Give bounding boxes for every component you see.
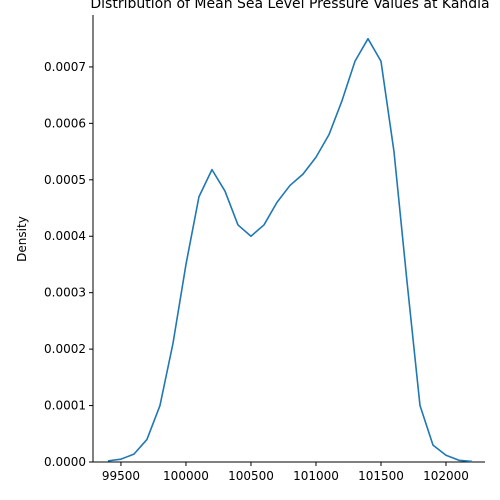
x-tick-label: 102000 <box>423 469 469 483</box>
y-tick-label: 0.0004 <box>44 229 86 243</box>
y-tick-label: 0.0002 <box>44 342 86 356</box>
x-tick-label: 101000 <box>293 469 339 483</box>
x-tick-label: 101500 <box>358 469 404 483</box>
x-tick-label: 100000 <box>163 469 209 483</box>
y-tick-label: 0.0005 <box>44 173 86 187</box>
y-tick-label: 0.0006 <box>44 116 86 130</box>
x-tick-label: 100500 <box>228 469 274 483</box>
y-axis-label: Density <box>15 216 29 262</box>
chart-title: Distribution of Mean Sea Level Pressure … <box>90 0 489 12</box>
y-tick-label: 0.0007 <box>44 60 86 74</box>
y-tick-label: 0.0000 <box>44 455 86 469</box>
y-tick-label: 0.0001 <box>44 399 86 413</box>
x-tick-label: 99500 <box>102 469 140 483</box>
y-tick-label: 0.0003 <box>44 286 86 300</box>
kde-line <box>107 37 473 463</box>
